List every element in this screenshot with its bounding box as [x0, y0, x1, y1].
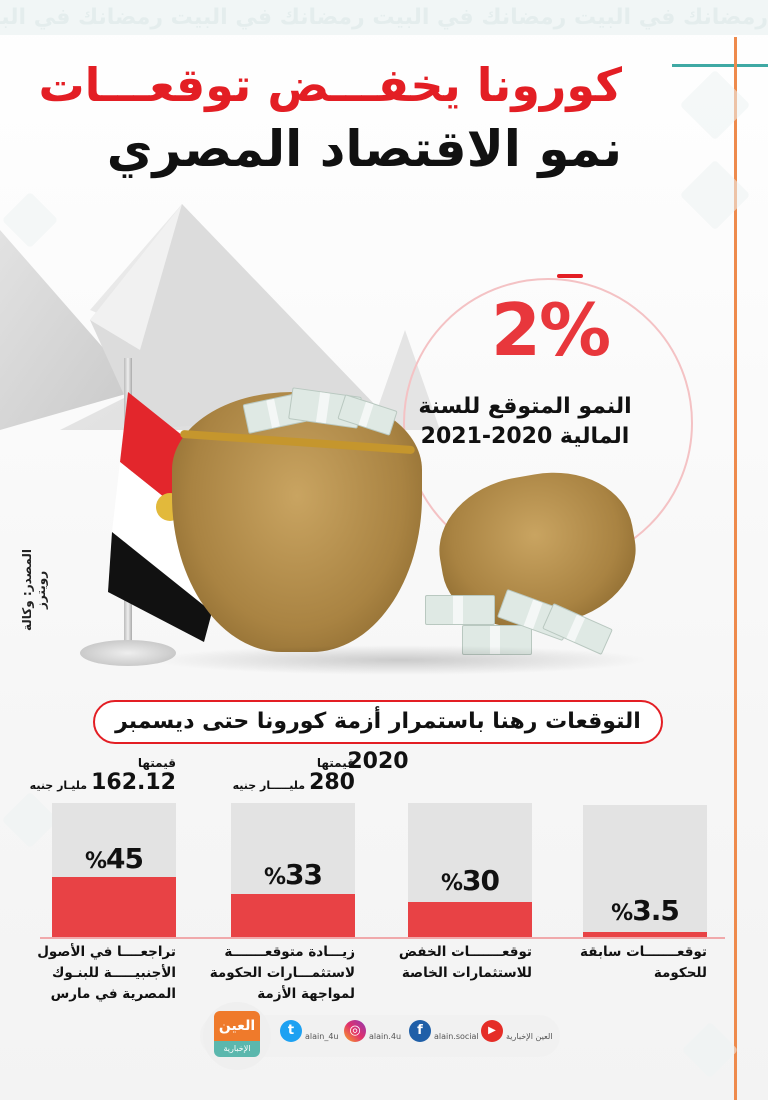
bar-value: %3.5 — [611, 894, 680, 927]
bar-private-investment — [408, 803, 532, 937]
bar-value: %33 — [263, 858, 323, 891]
social-handle: alain.social — [434, 1032, 479, 1041]
instagram-icon: ◎ — [344, 1020, 366, 1042]
social-handle: العين الإخبارية — [506, 1032, 553, 1041]
facebook-icon: f — [409, 1020, 431, 1042]
growth-caption-line-1: النمو المتوقع للسنة — [418, 394, 632, 419]
top-banner: رمضانك في البيت رمضانك في البيت رمضانك ف… — [0, 0, 768, 35]
banner-text: رمضانك في البيت رمضانك في البيت رمضانك ف… — [0, 5, 768, 30]
pattern-shape — [1, 791, 59, 849]
logo-text: العين — [214, 1011, 260, 1041]
bar-gov-investment — [231, 803, 355, 937]
worth-label: قيمتها — [137, 756, 176, 770]
cash-bundle — [425, 595, 495, 625]
growth-caption-line-2: المالية 2020-2021 — [420, 424, 630, 449]
social-handle: alain.4u — [369, 1032, 402, 1041]
source-note: المصدر: وكالة رويترز — [20, 548, 48, 632]
teal-divider — [672, 64, 768, 67]
chart-baseline — [40, 937, 725, 939]
pattern-shape — [681, 1021, 739, 1079]
bar-value: %45 — [84, 842, 144, 875]
social-twitter[interactable]: t alain_4u — [280, 1020, 338, 1042]
social-facebook[interactable]: f alain.social — [409, 1020, 479, 1042]
circle-accent-dash — [557, 274, 583, 278]
worth-unit: مليـار جنيه — [29, 779, 88, 792]
bar-fill — [231, 894, 355, 937]
bar-label: تراجعــــا في الأصول الأجنبيـــــة للبنـ… — [37, 944, 176, 1002]
bar-fill — [408, 902, 532, 937]
bar-fill — [583, 932, 707, 937]
bar-value: %30 — [440, 864, 500, 897]
bar-label: توقعـــــــات الخفض للاستثمارات الخاصة — [398, 944, 532, 981]
bar-label: توقعـــــــات سابقة للحكومة — [580, 944, 707, 981]
ground-shadow — [150, 645, 650, 675]
worth-unit: مليـــــار جنيه — [232, 779, 306, 792]
worth-label: قيمتها — [316, 756, 355, 770]
bar-assets-decline — [52, 803, 176, 937]
pattern-shape — [679, 159, 751, 231]
bar-previous-gov-forecast — [583, 805, 707, 937]
growth-caption: النمو المتوقع للسنة المالية 2020-2021 — [395, 392, 655, 452]
flag-base — [80, 640, 176, 666]
bar-label: زيـــادة متوقعـــــــة لاستثمـــارات الح… — [209, 944, 355, 1002]
social-handle: alain_4u — [305, 1032, 339, 1041]
section-title: التوقعات رهنا باستمرار أزمة كورونا حتى د… — [93, 700, 663, 774]
worth-number: 162.12 — [91, 770, 177, 795]
pattern-shape — [679, 69, 751, 141]
bar-fill — [52, 877, 176, 937]
alain-logo[interactable]: العين الإخبارية — [214, 1011, 260, 1057]
social-instagram[interactable]: ◎ alain.4u — [344, 1020, 401, 1042]
orange-divider — [734, 37, 737, 1100]
worth-number: 280 — [309, 770, 356, 795]
bar-worth-annotation: قيمتها 162.12مليـار جنيه — [30, 756, 177, 795]
logo-subtext: الإخبارية — [214, 1041, 260, 1057]
youtube-icon: ▶ — [481, 1020, 503, 1042]
bar-worth-annotation: قيمتها 280مليـــــار جنيه — [231, 756, 356, 795]
title-line-1: كورونا يخفـــض توقعـــات — [38, 58, 623, 112]
cash-bundle — [462, 625, 532, 655]
growth-value: 2% — [490, 288, 611, 372]
title-line-2: نمو الاقتصاد المصري — [106, 120, 623, 178]
social-youtube[interactable]: ▶ العين الإخبارية — [481, 1020, 553, 1042]
twitter-icon: t — [280, 1020, 302, 1042]
